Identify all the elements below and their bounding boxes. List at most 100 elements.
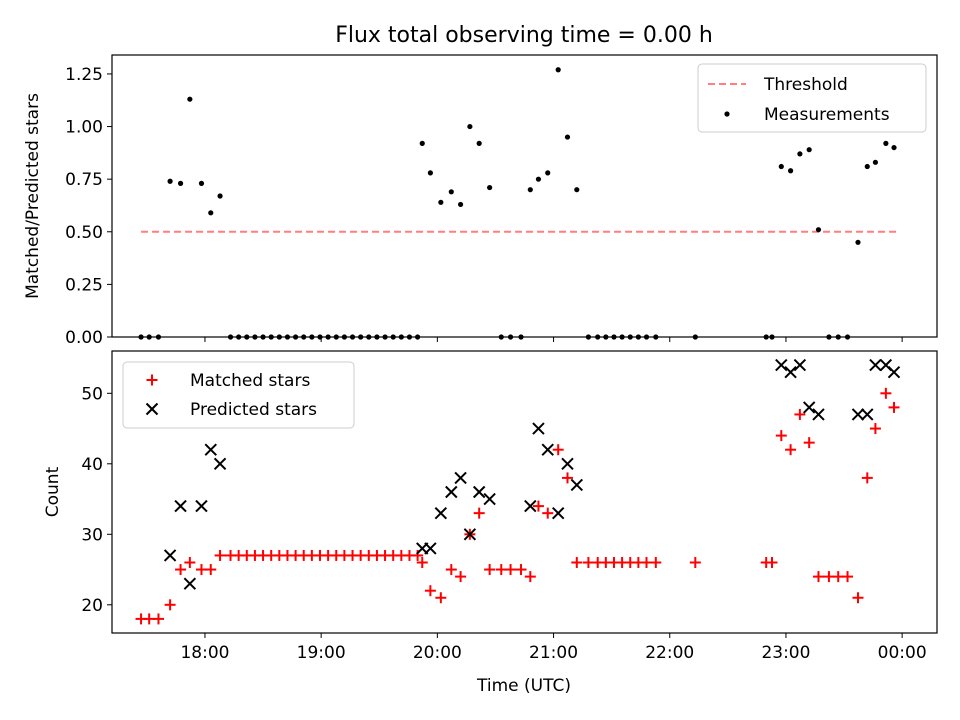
matched-star-point <box>852 592 864 604</box>
count-x-ticks: 18:00 19:00 20:00 21:00 22:00 23:00 00:00 <box>180 633 927 663</box>
count-panel: 20 30 40 50 18:00 19:00 20:00 21:00 22:00 23:00 0… <box>43 350 938 696</box>
predicted-star-point <box>851 408 865 421</box>
predicted-star-point-b <box>454 471 467 485</box>
matched-star-point <box>505 564 517 576</box>
count-y-ticks: 20 30 40 50 <box>81 384 112 616</box>
measurement-point <box>891 144 897 151</box>
measurement-point <box>467 123 473 130</box>
count-legend: Matched stars Predicted stars <box>122 361 355 429</box>
measurement-point <box>872 159 879 165</box>
predicted-star-point-b <box>213 457 227 471</box>
predicted-star-point <box>524 499 537 513</box>
count-x-tick-label: 23:00 <box>761 643 810 663</box>
ratio-y-tick-label: 1.25 <box>65 65 103 85</box>
measurement-point <box>527 187 533 193</box>
matched-stars-legend-label: Matched stars <box>190 371 310 391</box>
measurement-point <box>864 163 870 170</box>
count-x-tick-label: 22:00 <box>645 643 694 663</box>
predicted-star-point-b <box>551 506 565 520</box>
measurement-point <box>806 147 812 153</box>
count-x-tick-label: 18:00 <box>180 643 229 663</box>
predicted-star-point-b <box>472 485 486 499</box>
x-axis-label: Time (UTC) <box>476 676 571 696</box>
matched-star-point <box>542 507 554 519</box>
predicted-star-point <box>472 485 486 499</box>
ratio-y-tick-label: 0.00 <box>65 328 103 348</box>
measurement-point <box>476 140 482 146</box>
predicted-star-point-b <box>541 443 554 456</box>
matched-star-point <box>195 564 207 576</box>
measurements-legend-label: Measurements <box>764 105 890 125</box>
predicted-star-point-b <box>802 401 816 414</box>
matched-star-point <box>143 613 155 625</box>
matched-star-point <box>515 564 527 576</box>
matched-star-point <box>812 571 824 583</box>
predicted-star-point <box>861 408 874 421</box>
matched-star-point <box>880 387 892 399</box>
predicted-star-point-b <box>204 443 217 456</box>
ratio-y-tick-label: 0.75 <box>65 170 103 190</box>
matched-star-point <box>582 557 594 568</box>
matched-star-point <box>888 401 900 413</box>
threshold-legend-label: Threshold <box>763 75 848 95</box>
predicted-star-point-b <box>174 499 187 513</box>
count-x-tick-label: 00:00 <box>878 643 927 663</box>
predicted-star-point <box>424 542 437 555</box>
predicted-star-point-b <box>851 408 865 421</box>
matched-star-point <box>785 444 797 456</box>
count-legend-box <box>122 361 355 429</box>
matched-star-point <box>214 549 226 561</box>
predicted-star-point-b <box>424 542 437 555</box>
predicted-star-point <box>434 506 448 520</box>
predicted-star-point <box>204 443 217 456</box>
matched-star-point <box>794 408 806 420</box>
predicted-star-point <box>183 577 197 590</box>
predicted-star-point-b <box>793 358 807 372</box>
measurement-point <box>208 210 214 216</box>
matched-stars-legend-marker <box>146 374 158 386</box>
count-y-tick-label: 40 <box>81 455 103 475</box>
matched-star-point <box>766 557 778 568</box>
measurement-point <box>555 67 561 73</box>
measurement-point <box>167 178 173 184</box>
ratio-legend: Threshold Measurements <box>697 63 927 133</box>
predicted-star-point <box>887 365 901 379</box>
measurement-point <box>855 239 861 245</box>
predicted-star-point <box>213 457 227 471</box>
measurement-point <box>535 176 542 182</box>
predicted-stars-legend-label: Predicted stars <box>190 400 317 420</box>
predicted-star-point-b <box>183 577 197 590</box>
matched-star-point <box>416 557 428 568</box>
ratio-legend-box <box>697 63 927 133</box>
count-x-tick-label: 20:00 <box>413 643 462 663</box>
count-y-tick-label: 50 <box>81 384 103 404</box>
measurement-point <box>815 227 822 233</box>
matched-star-point <box>152 613 164 625</box>
measurement-point <box>457 201 464 208</box>
matched-star-point <box>164 599 176 611</box>
predicted-star-point <box>483 492 496 506</box>
count-x-tick-label: 19:00 <box>297 643 346 663</box>
predicted-star-point-b <box>463 528 477 541</box>
predicted-stars-legend-swatch <box>145 402 159 416</box>
count-y-axis-label: Count <box>43 466 63 517</box>
predicted-star-point <box>195 499 208 513</box>
measurement-point <box>448 189 454 195</box>
matched-star-point <box>561 472 573 484</box>
predicted-star-point <box>812 408 825 421</box>
predicted-star-point-b <box>483 492 496 506</box>
predicted-star-point <box>570 478 583 492</box>
matched-star-point <box>650 557 662 568</box>
predicted-star-point <box>445 485 458 499</box>
predicted-star-point-b <box>445 485 458 499</box>
matched-stars-legend-swatch <box>146 374 158 386</box>
count-y-tick-label: 30 <box>81 525 103 545</box>
predicted-star-point-b <box>195 499 208 513</box>
predicted-star-point <box>793 358 807 372</box>
ratio-y-tick-label: 1.00 <box>65 118 103 138</box>
matched-star-point <box>641 557 653 568</box>
predicted-star-point <box>541 443 554 456</box>
matched-star-point <box>571 557 583 568</box>
predicted-star-point <box>869 358 882 372</box>
predicted-star-point-b <box>775 358 788 372</box>
